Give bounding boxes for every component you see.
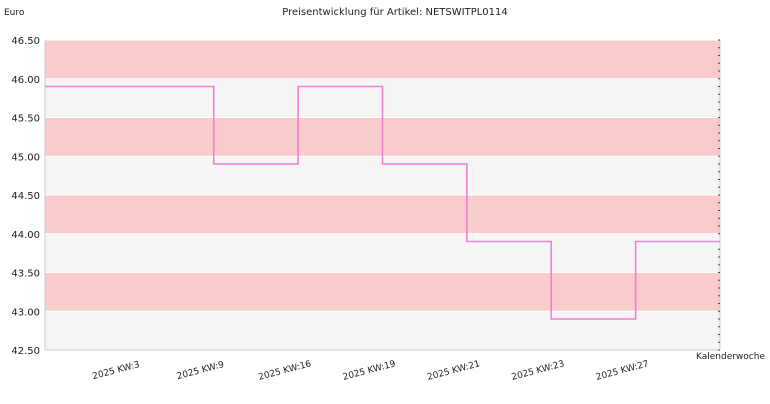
y-axis-label: Euro	[4, 8, 25, 18]
background-band	[45, 311, 720, 350]
x-tick-label: 2025 KW:21	[426, 359, 481, 383]
background-band	[45, 233, 720, 273]
x-tick-label: 2025 KW:23	[511, 359, 566, 383]
background-band	[45, 40, 720, 79]
y-tick-label: 42.50	[11, 346, 40, 357]
y-tick-labels: 42.50 43.00 43.50 44.00 44.50 45.00 45.50 46.00…	[11, 36, 40, 357]
y-tick-label: 46.50	[11, 36, 40, 47]
x-tick-group: 2025 KW:9	[176, 360, 226, 382]
x-tick-group: 2025 KW:27	[595, 359, 650, 383]
y-tick-label: 43.50	[11, 269, 40, 280]
x-tick-label: 2025 KW:9	[176, 360, 226, 382]
x-tick-group: 2025 KW:3	[91, 360, 140, 382]
y-tick-label: 46.00	[11, 75, 40, 86]
y-tick-label: 44.50	[11, 191, 40, 202]
x-tick-group: 2025 KW:21	[426, 359, 481, 383]
x-tick-label: 2025 KW:27	[595, 359, 650, 383]
y-tick-label: 45.00	[11, 152, 40, 163]
series-line	[45, 85, 720, 320]
axes	[44, 39, 721, 351]
x-tick-group: 2025 KW:19	[342, 359, 397, 383]
y-tick-label: 45.50	[11, 114, 40, 125]
background-band	[45, 272, 720, 312]
chart-title: Preisentwicklung für Artikel: NETSWITPL0…	[282, 7, 508, 18]
x-axis-label: Kalenderwoche	[696, 352, 765, 362]
x-tick-group: 2025 KW:16	[257, 359, 312, 383]
x-tick-label: 2025 KW:3	[91, 360, 140, 382]
x-tick-label: 2025 KW:16	[257, 359, 312, 383]
y-tick-label: 43.00	[11, 307, 40, 318]
background-band	[45, 195, 720, 234]
series-group	[45, 85, 720, 320]
x-tick-label: 2025 KW:19	[342, 359, 397, 383]
x-tick-group: 2025 KW:23	[511, 359, 566, 383]
y-tick-label: 44.00	[11, 230, 40, 241]
x-tick-labels: 2025 KW:3 2025 KW:9 2025 KW:16 2025 KW:19 20…	[91, 359, 649, 383]
